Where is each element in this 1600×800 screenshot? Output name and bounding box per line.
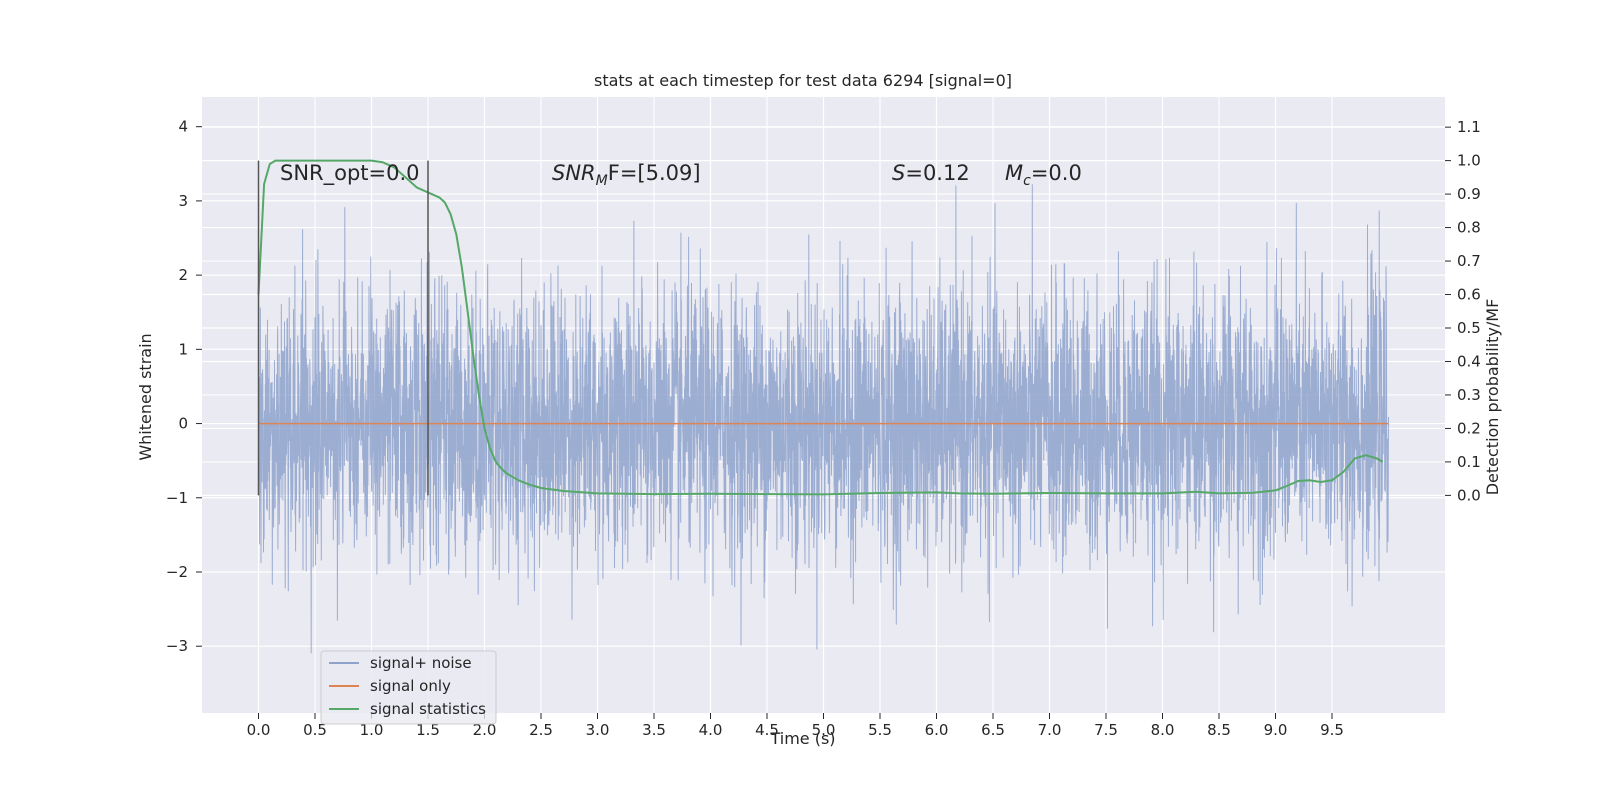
y-right-tick-label: 0.6 bbox=[1457, 286, 1481, 304]
y-tick-label: 3 bbox=[178, 192, 188, 210]
x-tick-label: 1.5 bbox=[416, 721, 440, 739]
y-tick-label: −3 bbox=[166, 637, 188, 655]
y-right-tick-label: 0.1 bbox=[1457, 453, 1481, 471]
y-tick-label: −2 bbox=[166, 563, 188, 581]
annotation-mc: Mc=0.0 bbox=[1005, 161, 1082, 189]
x-tick-label: 2.5 bbox=[529, 721, 553, 739]
x-tick-label: 3.5 bbox=[642, 721, 666, 739]
legend-frame bbox=[320, 650, 497, 725]
y-axis-right-label: Detection probability/MF bbox=[1483, 299, 1502, 496]
x-tick-label: 5.5 bbox=[868, 721, 892, 739]
y-tick-label: 2 bbox=[178, 266, 188, 284]
y-axis-left-label: Whitened strain bbox=[136, 333, 155, 460]
mc-subscript: c bbox=[1023, 173, 1031, 189]
annotation-s: S=0.12 bbox=[892, 161, 970, 185]
x-tick-label: 0.0 bbox=[247, 721, 271, 739]
y-right-tick-label: 0.4 bbox=[1457, 352, 1481, 370]
s-symbol: S bbox=[892, 161, 905, 185]
y-axis-left-ticks: 4 3 2 1 0 −1 −2 −3 bbox=[166, 118, 202, 655]
x-axis-label: Time (s) bbox=[769, 729, 835, 748]
series-layer bbox=[257, 159, 1389, 496]
vertical-markers bbox=[257, 160, 429, 496]
x-tick-label: 2.0 bbox=[473, 721, 497, 739]
x-axis-ticks: 0.0 0.5 1.0 1.5 2.0 2.5 3.0 3.5 4.0 4.5 5.0 5.5 6.0 6… bbox=[247, 713, 1344, 739]
y-tick-label: 0 bbox=[178, 415, 188, 433]
y-tick-label: −1 bbox=[166, 489, 188, 507]
legend-label-noise: signal+ noise bbox=[370, 654, 472, 672]
x-tick-label: 0.5 bbox=[303, 721, 327, 739]
x-tick-label: 7.5 bbox=[1094, 721, 1118, 739]
x-tick-label: 1.0 bbox=[360, 721, 384, 739]
annotation-snr-opt: SNR_opt=0.0 bbox=[280, 161, 420, 186]
y-tick-label: 1 bbox=[178, 340, 188, 358]
y-right-tick-label: 0.3 bbox=[1457, 386, 1481, 404]
x-tick-label: 6.5 bbox=[981, 721, 1005, 739]
legend-label-signal-only: signal only bbox=[370, 677, 451, 695]
series-line-signal-statistics bbox=[257, 159, 1384, 496]
y-right-tick-label: 0.7 bbox=[1457, 252, 1481, 270]
chart-title: stats at each timestep for test data 629… bbox=[594, 71, 1012, 90]
x-tick-label: 9.5 bbox=[1320, 721, 1344, 739]
y-tick-label: 4 bbox=[178, 118, 188, 136]
y-right-tick-label: 0.9 bbox=[1457, 185, 1481, 203]
x-tick-label: 9.0 bbox=[1264, 721, 1288, 739]
x-tick-label: 4.5 bbox=[755, 721, 779, 739]
snr-mf-subscript: M bbox=[596, 173, 608, 189]
x-tick-label: 5.0 bbox=[812, 721, 836, 739]
y-right-tick-label: 1.0 bbox=[1457, 152, 1481, 170]
series-line-signal-noise bbox=[258, 184, 1389, 654]
mc-symbol: M bbox=[1005, 161, 1023, 185]
x-tick-label: 4.0 bbox=[699, 721, 723, 739]
mc-value: =0.0 bbox=[1031, 161, 1082, 185]
snr-mf-symbol: SNR bbox=[552, 161, 596, 185]
legend-label-statistics: signal statistics bbox=[370, 700, 486, 718]
y-right-tick-label: 1.1 bbox=[1457, 118, 1481, 136]
y-right-tick-label: 0.5 bbox=[1457, 319, 1481, 337]
legend: signal+ noise signal only signal statist… bbox=[320, 650, 497, 725]
y-right-tick-label: 0.0 bbox=[1457, 486, 1481, 504]
s-value: =0.12 bbox=[905, 161, 969, 185]
snr-mf-value: F=[5.09] bbox=[608, 161, 701, 185]
y-right-tick-label: 0.2 bbox=[1457, 419, 1481, 437]
x-tick-label: 7.0 bbox=[1038, 721, 1062, 739]
x-tick-label: 6.0 bbox=[925, 721, 949, 739]
y-axis-right-ticks: 1.1 1.0 0.9 0.8 0.7 0.6 0.5 0.4 0.3 0.2 0.1 0.0 bbox=[1445, 118, 1481, 504]
x-tick-label: 3.0 bbox=[586, 721, 610, 739]
y-right-tick-label: 0.8 bbox=[1457, 219, 1481, 237]
x-tick-label: 8.0 bbox=[1151, 721, 1175, 739]
signal-noise-trace bbox=[258, 184, 1389, 654]
x-tick-label: 8.5 bbox=[1207, 721, 1231, 739]
annotation-snr-mf: SNRMF=[5.09] bbox=[552, 161, 701, 189]
